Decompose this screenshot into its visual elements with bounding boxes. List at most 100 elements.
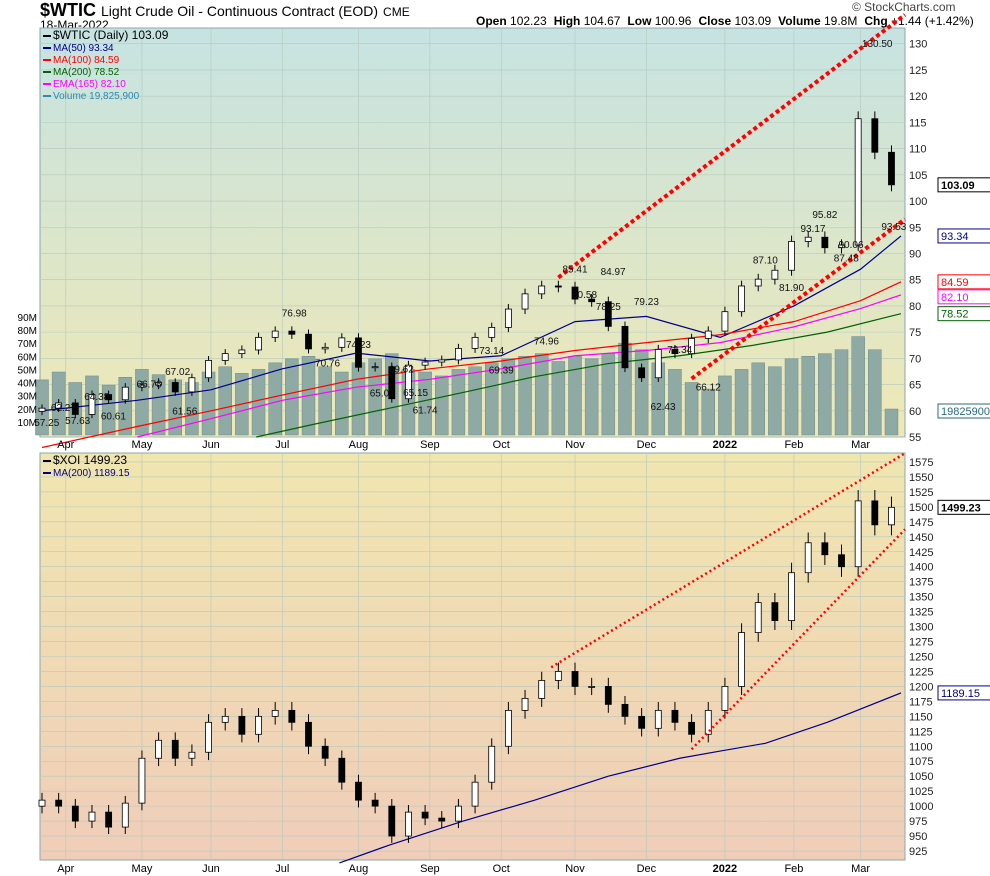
volume-bar	[601, 353, 616, 436]
candle-body	[438, 817, 446, 822]
ma-line	[339, 692, 902, 864]
x-tick-label: Aug	[349, 439, 369, 451]
y-tick-label: 85	[909, 275, 921, 287]
quote-key: High	[553, 14, 584, 28]
y-tick-label: 1025	[909, 786, 933, 798]
axis-value-box	[937, 289, 990, 305]
price-annotation: 61.74	[413, 406, 438, 417]
candle-body	[654, 349, 662, 379]
candle-body	[221, 353, 229, 361]
candle-body	[688, 338, 696, 355]
x-tick-label: Jul	[275, 863, 289, 875]
candle-body	[571, 286, 579, 300]
price-annotation: 57.25	[34, 418, 59, 429]
candle-body	[238, 715, 246, 735]
price-annotation: 80.58	[572, 290, 597, 301]
candle-body	[188, 377, 196, 393]
x-tick-label: May	[132, 439, 153, 451]
y-tick-label: 1500	[909, 502, 933, 514]
axis-value-box	[937, 177, 990, 193]
y-tick-label: 80	[909, 301, 921, 313]
candle-body	[488, 327, 496, 338]
candle-body	[471, 336, 479, 349]
legend-entry: EMA(165) 82.10	[53, 79, 126, 90]
volume-bar	[784, 358, 799, 436]
quote-bar: Open 102.23 High 104.67 Low 100.96 Close 10…	[476, 15, 981, 28]
price-annotation: 79.23	[634, 297, 659, 308]
legend-swatch	[43, 460, 51, 462]
y-tick-label: 60	[909, 406, 921, 418]
price-annotation: 61.56	[172, 407, 197, 418]
candle-body	[638, 367, 646, 379]
axis-value-label: 103.09	[941, 180, 975, 192]
volume-bar	[551, 361, 566, 436]
volume-tick-label: 50M	[18, 365, 37, 376]
candle-body	[621, 325, 629, 369]
x-tick-label: Mar	[851, 439, 870, 451]
volume-bar	[218, 366, 232, 436]
price-annotation: 67.02	[165, 367, 190, 378]
volume-bar	[734, 369, 749, 436]
volume-bar	[435, 375, 449, 436]
y-tick-label: 1350	[909, 592, 933, 604]
watermark: © StockCharts.com	[852, 0, 956, 14]
price-annotation: 57.63	[65, 416, 90, 427]
volume-bar	[701, 388, 716, 436]
candle-body	[804, 236, 812, 242]
candle-body	[571, 671, 579, 687]
candle-body	[488, 745, 496, 783]
candle-body	[638, 715, 646, 729]
x-tick-label: Dec	[637, 439, 657, 451]
y-tick-label: 1575	[909, 457, 933, 469]
candle-body	[754, 278, 762, 287]
price-annotation: 74.23	[346, 340, 371, 351]
axis-value-label: 82.10	[941, 292, 969, 304]
y-tick-label: 1275	[909, 637, 933, 649]
trendline	[557, 13, 907, 280]
volume-bar	[318, 366, 332, 436]
price-annotation: 62.43	[651, 402, 676, 413]
legend-swatch	[43, 472, 51, 474]
candle-body	[538, 680, 546, 699]
candle-body	[205, 360, 212, 379]
volume-bar	[151, 374, 166, 436]
candle-body	[55, 402, 63, 409]
price-annotation: 74.96	[534, 336, 559, 347]
trendline	[690, 528, 906, 751]
price-annotation: 73.14	[479, 346, 504, 357]
chart-title: $WTIC Light Crude Oil - Continuous Contr…	[40, 0, 410, 22]
volume-tick-label: 20M	[18, 405, 37, 416]
candle-body	[688, 721, 696, 735]
volume-bar	[251, 369, 266, 436]
price-annotation: 78.25	[596, 302, 621, 313]
candle-body	[771, 602, 779, 621]
candle-body	[388, 805, 396, 837]
axis-value-box	[937, 306, 990, 322]
chart-exchange: CME	[383, 5, 410, 19]
candle-body	[288, 709, 296, 723]
x-tick-label: Jun	[202, 863, 220, 875]
quote-value: 103.09	[734, 14, 772, 28]
quote-value: 19.8M	[823, 14, 858, 28]
price-annotation: 70.76	[315, 358, 340, 369]
candle-body	[305, 333, 312, 350]
quote-key: Chg	[864, 14, 891, 28]
price-annotation: 66.12	[696, 383, 721, 394]
volume-bar	[768, 366, 782, 436]
candle-body	[738, 285, 745, 313]
quote-key: Close	[698, 14, 735, 28]
price-annotation: 62.27	[51, 403, 76, 414]
x-tick-label: Feb	[784, 863, 803, 875]
candle-body	[405, 811, 412, 837]
candle-body	[155, 739, 162, 759]
volume-bar	[868, 349, 882, 436]
candle-body	[71, 805, 79, 822]
volume-bar	[584, 358, 599, 436]
y-tick-label: 105	[909, 170, 927, 182]
volume-bar	[534, 353, 549, 436]
x-tick-label: Feb	[784, 439, 803, 451]
y-tick-label: 1375	[909, 577, 933, 589]
candle-body	[471, 781, 479, 807]
y-tick-label: 75	[909, 327, 921, 339]
